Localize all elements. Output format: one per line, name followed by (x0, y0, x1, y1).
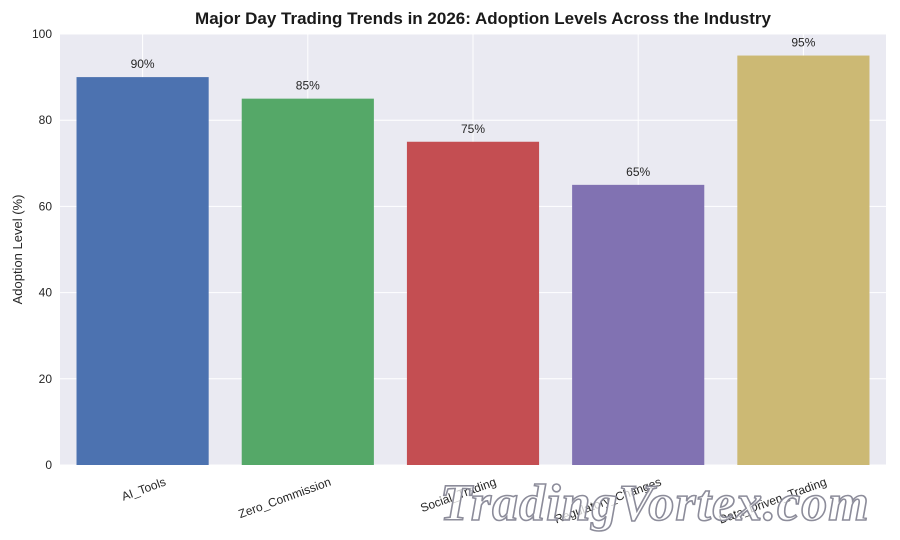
x-tick-label: Zero_Commission (237, 475, 333, 521)
data-label: 90% (131, 57, 155, 71)
data-label: 65% (626, 165, 650, 179)
y-axis-label: Adoption Level (%) (10, 195, 25, 305)
data-label: 95% (791, 36, 815, 50)
data-label: 85% (296, 79, 320, 93)
y-tick-labels: 0 20 40 60 80 100 (32, 27, 52, 472)
y-tick-label: 20 (39, 372, 53, 386)
y-tick-label: 80 (39, 113, 53, 127)
data-label: 75% (461, 122, 485, 136)
data-labels: 90% 85% 75% 65% 95% (131, 36, 816, 179)
bars (76, 55, 870, 466)
y-tick-label: 0 (45, 458, 52, 472)
bar-social-trading (406, 141, 540, 465)
watermark: TradingVortex.com (440, 475, 870, 532)
chart-title: Major Day Trading Trends in 2026: Adopti… (195, 9, 771, 28)
x-tick-label: AI_Tools (120, 475, 168, 504)
bar-regulatory-changes (572, 184, 705, 465)
bar-zero-commission (241, 98, 374, 466)
y-tick-label: 100 (32, 27, 52, 41)
y-tick-label: 40 (39, 286, 53, 300)
bar-data-driven-trading (737, 55, 870, 466)
bar-ai-tools (76, 77, 209, 465)
y-tick-label: 60 (39, 199, 53, 213)
